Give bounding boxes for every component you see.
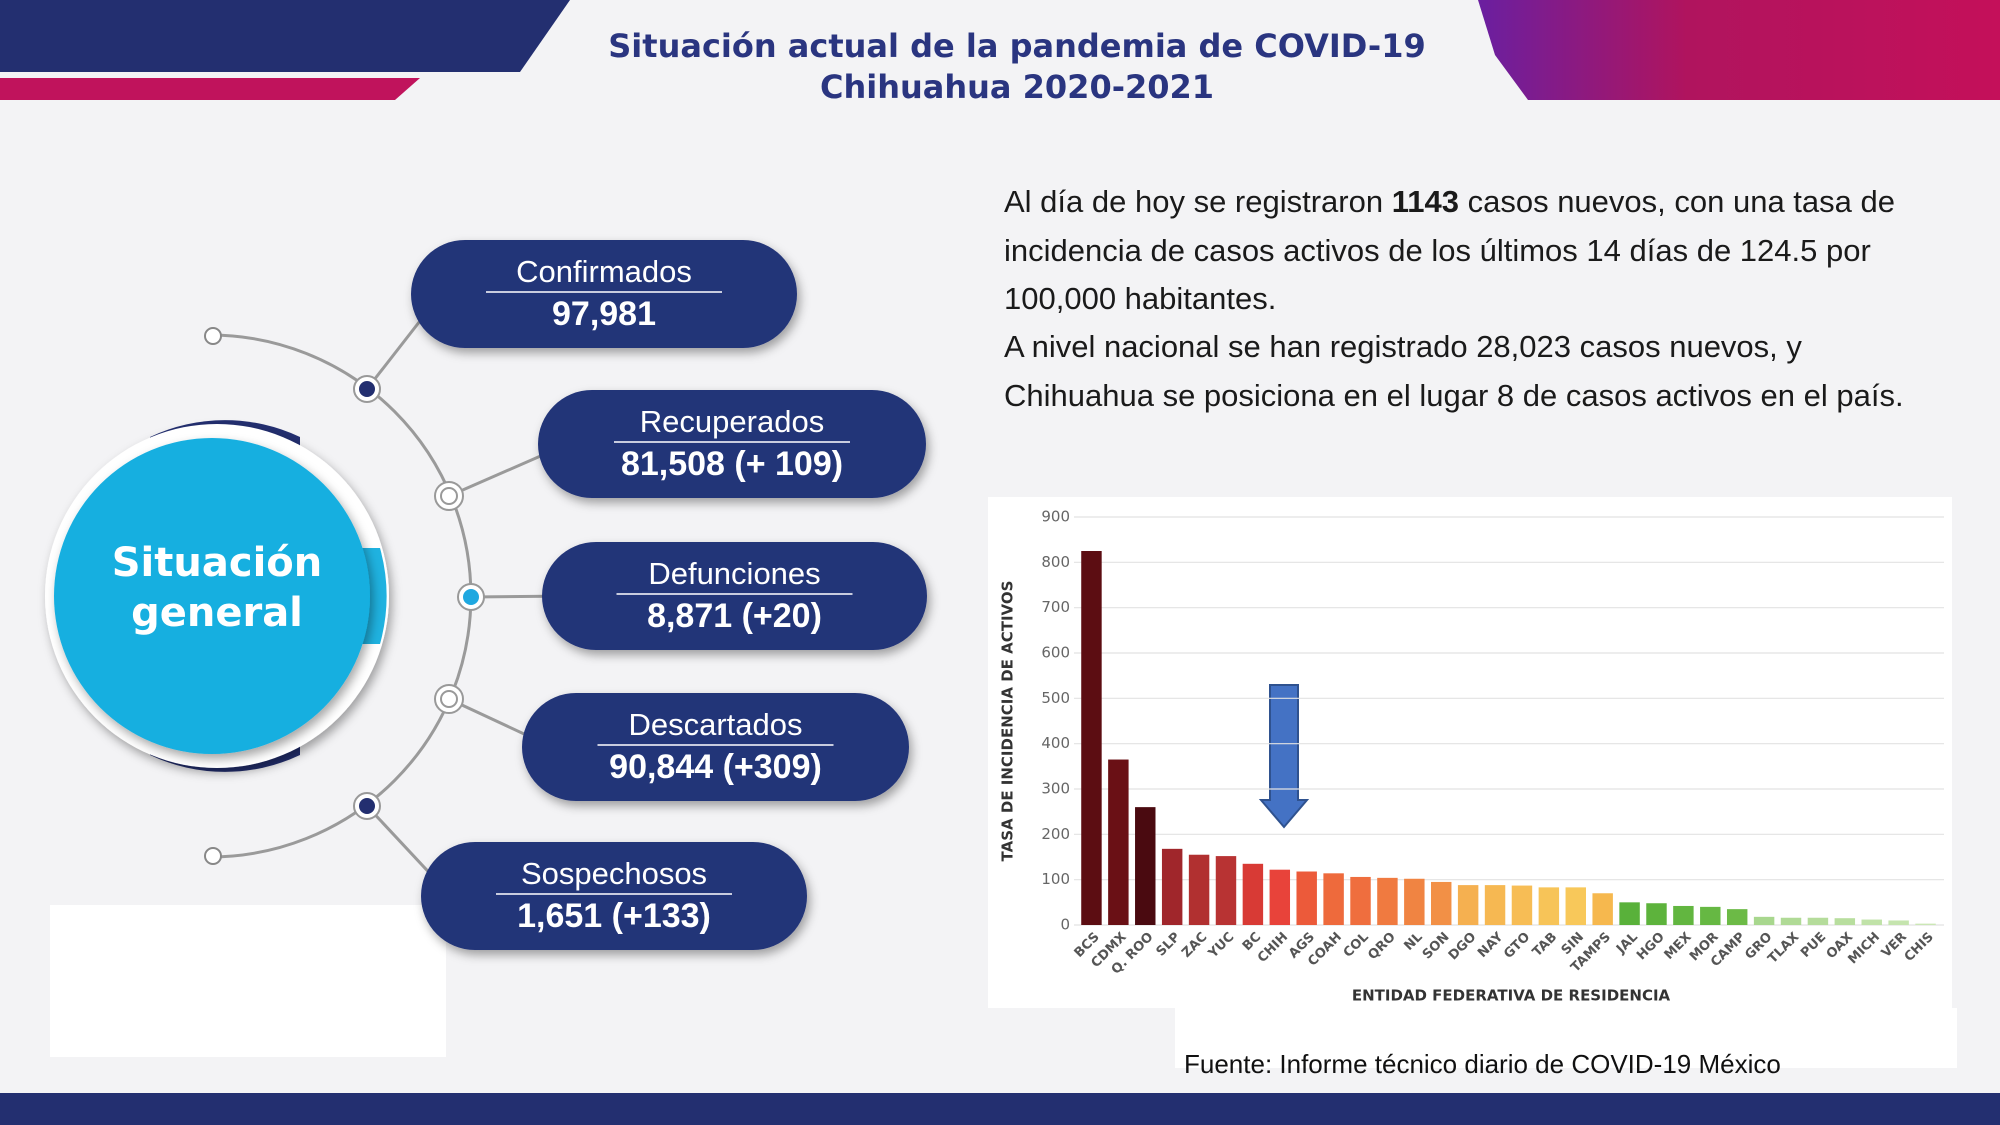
circle-title: general [131,590,303,636]
text: A nivel nacional se han registrado 28,02… [1004,329,1904,413]
source-panel [1175,1008,1957,1068]
bar [1700,906,1721,925]
bar [1888,920,1909,925]
y-tick-label: 100 [1041,870,1070,888]
bar [1323,873,1344,925]
stat-value: 8,871 (+20) [647,597,822,635]
stat-label: Descartados [628,707,802,742]
bar [1404,878,1425,925]
bar [1350,876,1371,925]
bar [1215,856,1237,925]
bar [1834,918,1856,925]
bar [1511,885,1533,925]
bar [1538,887,1560,925]
stat-label: Confirmados [516,254,692,289]
stat-value: 97,981 [552,295,656,333]
footer-band [0,1093,2000,1125]
bar [1161,848,1183,925]
stat-label: Defunciones [648,556,820,591]
node [440,487,458,505]
y-tick-label: 900 [1041,508,1070,526]
y-tick-label: 0 [1060,916,1070,934]
bar [1915,923,1936,925]
pill [538,390,926,498]
bar [1646,903,1667,925]
bar [1807,917,1829,925]
text: 1143 [1391,184,1459,219]
text: casos nuevos, con una tasa de incidencia… [1004,184,1895,316]
pill [522,693,909,801]
bar [1081,551,1102,925]
y-tick-label: 600 [1041,644,1070,662]
bar [1188,854,1210,925]
pill [411,240,797,348]
circle-title: Situación [112,540,323,586]
y-tick-label: 300 [1041,780,1070,798]
bar [1431,881,1452,925]
bar [1377,877,1398,925]
bar [1565,887,1586,925]
paragraph: Al día de hoy se registraron 1143 casos … [1004,178,1954,324]
node [440,690,458,708]
paragraph: A nivel nacional se han registrado 28,02… [1004,323,1954,420]
header-band [1478,0,2000,100]
y-tick-label: 800 [1041,553,1070,571]
header-band [0,0,570,72]
bar [1726,909,1748,925]
stat-value: 1,651 (+133) [517,897,711,935]
node [463,589,479,605]
title: Chihuahua 2020-2021 [820,68,1214,106]
bar [1269,869,1291,925]
y-tick-label: 500 [1041,689,1070,707]
bar [1457,885,1479,925]
stat-label: Sospechosos [521,856,707,891]
title: Situación actual de la pandemia de COVID… [608,27,1425,65]
bar [1592,893,1613,925]
bar [1242,863,1264,925]
bar [1861,919,1882,925]
bar [1753,916,1775,925]
bar [1484,885,1506,925]
stat-value: 90,844 (+309) [609,748,822,786]
y-tick-label: 700 [1041,598,1070,616]
bar [1673,905,1694,925]
stat-value: 81,508 (+ 109) [621,445,843,483]
text: Al día de hoy se registraron [1004,184,1392,219]
arc-end [204,327,222,345]
header-band [0,78,420,100]
node [359,381,375,397]
bar [1135,807,1156,925]
bar [1296,871,1317,925]
pill [421,842,807,950]
bar [1619,902,1640,925]
y-tick-label: 200 [1041,825,1070,843]
x-axis-label: ENTIDAD FEDERATIVA DE RESIDENCIA [1352,987,1671,1005]
node [359,798,375,814]
stat-label: Recuperados [640,404,824,439]
arc-end [204,847,222,865]
source: Fuente: Informe técnico diario de COVID-… [1184,1049,1781,1079]
arrow [1258,684,1310,829]
y-tick-label: 400 [1041,734,1070,752]
bar [1780,917,1802,925]
blank-panel [50,905,446,1057]
circle [54,438,370,754]
bar [1108,759,1129,925]
y-axis-label: TASA DE INCIDENCIA DE ACTIVOS [999,581,1017,862]
pill [542,542,927,650]
